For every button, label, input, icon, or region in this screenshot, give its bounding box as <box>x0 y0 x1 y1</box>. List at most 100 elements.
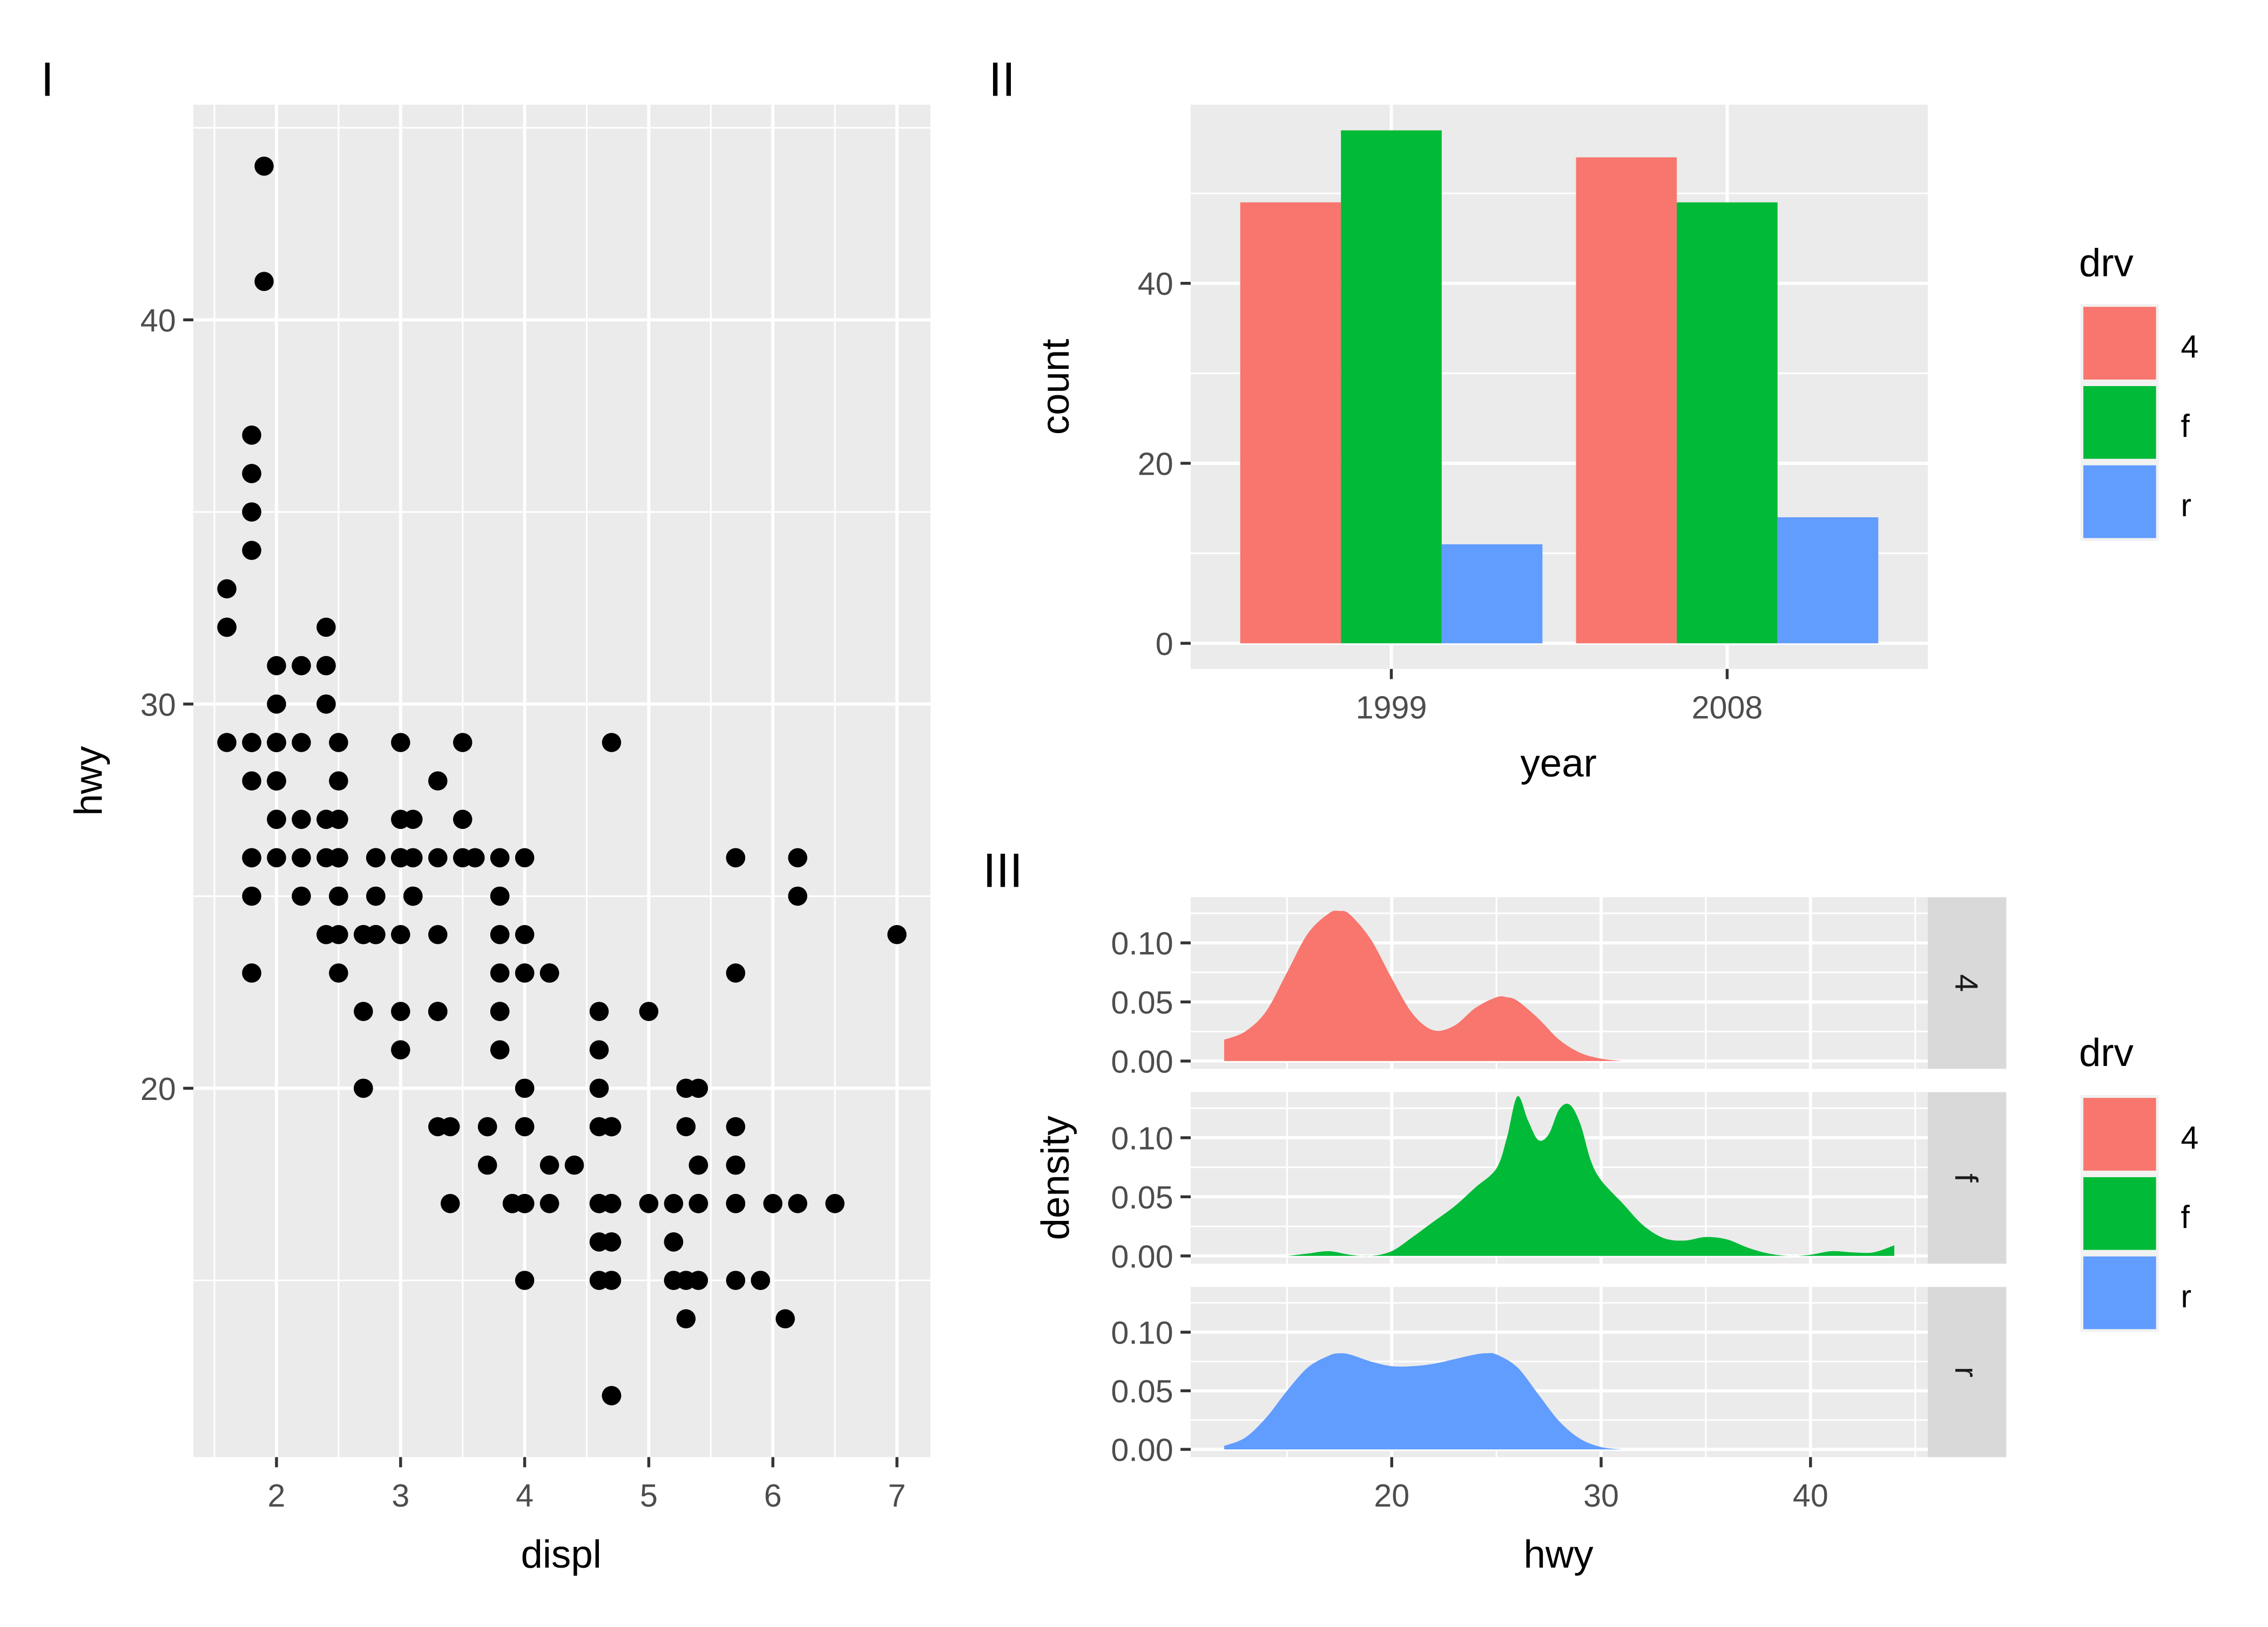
scatter-point <box>428 848 448 868</box>
scatter-axes: 2 3 4 5 6 7 20 30 40 <box>140 302 906 1514</box>
scatter-point <box>775 1309 795 1329</box>
bar-legend-key-f <box>2083 386 2156 459</box>
density-y-tick-label: 0.00 <box>1111 1238 1173 1274</box>
density-x-axis-title: hwy <box>1524 1533 1594 1576</box>
scatter-point <box>515 848 535 868</box>
scatter-point <box>788 1194 807 1213</box>
panel-tag-III: III <box>983 844 1023 897</box>
bar-1999-f <box>1341 130 1442 644</box>
bar-legend-label-f: f <box>2181 408 2190 444</box>
scatter-point <box>564 1155 584 1175</box>
scatter-point <box>428 771 448 791</box>
density-x-tick-label: 20 <box>1374 1477 1409 1514</box>
density-legend-label-r: r <box>2181 1278 2191 1314</box>
density-legend: drv 4 f r <box>2079 1031 2198 1332</box>
density-facet-r: r 0.00 0.05 0.10 <box>1111 1287 2007 1468</box>
scatter-point <box>428 924 448 944</box>
scatter-point <box>354 1078 373 1098</box>
scatter-point <box>329 848 348 868</box>
bar-2008-r <box>1777 517 1879 644</box>
scatter-point <box>403 886 423 906</box>
bar-legend-key-4 <box>2083 307 2156 380</box>
density-area-r <box>1224 1353 1622 1450</box>
scatter-point <box>329 963 348 983</box>
scatter-point <box>539 1194 559 1213</box>
scatter-point <box>515 1078 535 1098</box>
scatter-point <box>267 771 286 791</box>
density-y-tick-label: 0.00 <box>1111 1432 1173 1468</box>
scatter-x-tick-label: 4 <box>516 1477 534 1514</box>
density-y-tick-label: 0.10 <box>1111 1315 1173 1351</box>
scatter-point <box>589 1040 609 1059</box>
scatter-point <box>391 1002 410 1021</box>
scatter-x-tick-label: 5 <box>640 1477 658 1514</box>
scatter-point <box>391 1040 410 1059</box>
scatter-point <box>391 848 410 868</box>
density-x-axis: 20 30 40 <box>1374 1457 1828 1514</box>
density-legend-key-f <box>2083 1177 2156 1250</box>
scatter-point <box>329 733 348 752</box>
bar-y-tick-label: 40 <box>1138 266 1173 302</box>
scatter-point <box>316 656 336 676</box>
bar-1999-r <box>1441 544 1543 644</box>
density-area-4 <box>1224 910 1622 1061</box>
density-y-tick-label: 0.00 <box>1111 1043 1173 1079</box>
density-facet-4: 4 0.00 0.05 0.10 <box>1111 897 2007 1079</box>
density-facet-f: f 0.00 0.05 0.10 <box>1111 1092 2007 1274</box>
scatter-point <box>292 656 311 676</box>
scatter-point <box>477 1155 497 1175</box>
scatter-x-tick-label: 7 <box>888 1477 906 1514</box>
scatter-point <box>267 809 286 829</box>
density-y-axis-title: density <box>1034 1116 1077 1240</box>
scatter-point <box>292 733 311 752</box>
scatter-point <box>292 886 311 906</box>
scatter-point <box>515 924 535 944</box>
density-legend-key-r <box>2083 1256 2156 1329</box>
bar-y-tick-label: 0 <box>1156 626 1173 662</box>
scatter-point <box>639 1002 659 1021</box>
scatter-y-tick-label: 20 <box>140 1071 176 1107</box>
density-y-tick-label: 0.10 <box>1111 926 1173 962</box>
facet-strip-label-r: r <box>1948 1367 1985 1378</box>
scatter-point <box>267 848 286 868</box>
facet-strip-4 <box>1927 897 2007 1069</box>
density-facets: 4 0.00 0.05 0.10 f 0.00 0.05 0.10 r 0.00 0.05 0.10 <box>1111 897 2007 1468</box>
density-legend-title: drv <box>2079 1031 2134 1075</box>
facet-strip-r <box>1927 1287 2007 1457</box>
bar-legend-label-r: r <box>2181 487 2191 523</box>
facet-strip-f <box>1927 1092 2007 1264</box>
scatter-point <box>366 924 386 944</box>
scatter-y-tick-label: 30 <box>140 686 176 723</box>
scatter-point <box>664 1271 684 1290</box>
scatter-point <box>688 1155 708 1175</box>
scatter-point <box>688 1078 708 1098</box>
scatter-point <box>726 848 746 868</box>
scatter-point <box>676 1309 696 1329</box>
scatter-point <box>726 1194 746 1213</box>
scatter-point <box>589 1232 609 1252</box>
bar-axes: 1999 2008 0 20 40 <box>1138 266 1763 725</box>
scatter-point <box>676 1117 696 1137</box>
scatter-plot-background <box>193 104 931 1457</box>
scatter-point <box>292 848 311 868</box>
scatter-point <box>242 464 261 483</box>
scatter-point <box>465 848 485 868</box>
panel-density: III 4 0.00 0.05 0.10 f 0.00 0.05 0.10 r 0.00 0.05 0… <box>983 844 2198 1576</box>
scatter-point <box>267 694 286 714</box>
density-legend-label-f: f <box>2181 1199 2190 1235</box>
facet-strip-label-4: 4 <box>1948 974 1985 992</box>
bar-legend-title: drv <box>2079 241 2134 285</box>
scatter-point <box>602 1194 622 1213</box>
scatter-points <box>217 156 907 1406</box>
scatter-point <box>490 1002 510 1021</box>
scatter-point <box>490 1040 510 1059</box>
density-legend-key-4 <box>2083 1098 2156 1171</box>
scatter-point <box>391 733 410 752</box>
scatter-point <box>515 1271 535 1290</box>
scatter-point <box>589 1078 609 1098</box>
scatter-point <box>477 1117 497 1137</box>
scatter-point <box>428 1002 448 1021</box>
bar-x-axis-title: year <box>1520 741 1596 785</box>
